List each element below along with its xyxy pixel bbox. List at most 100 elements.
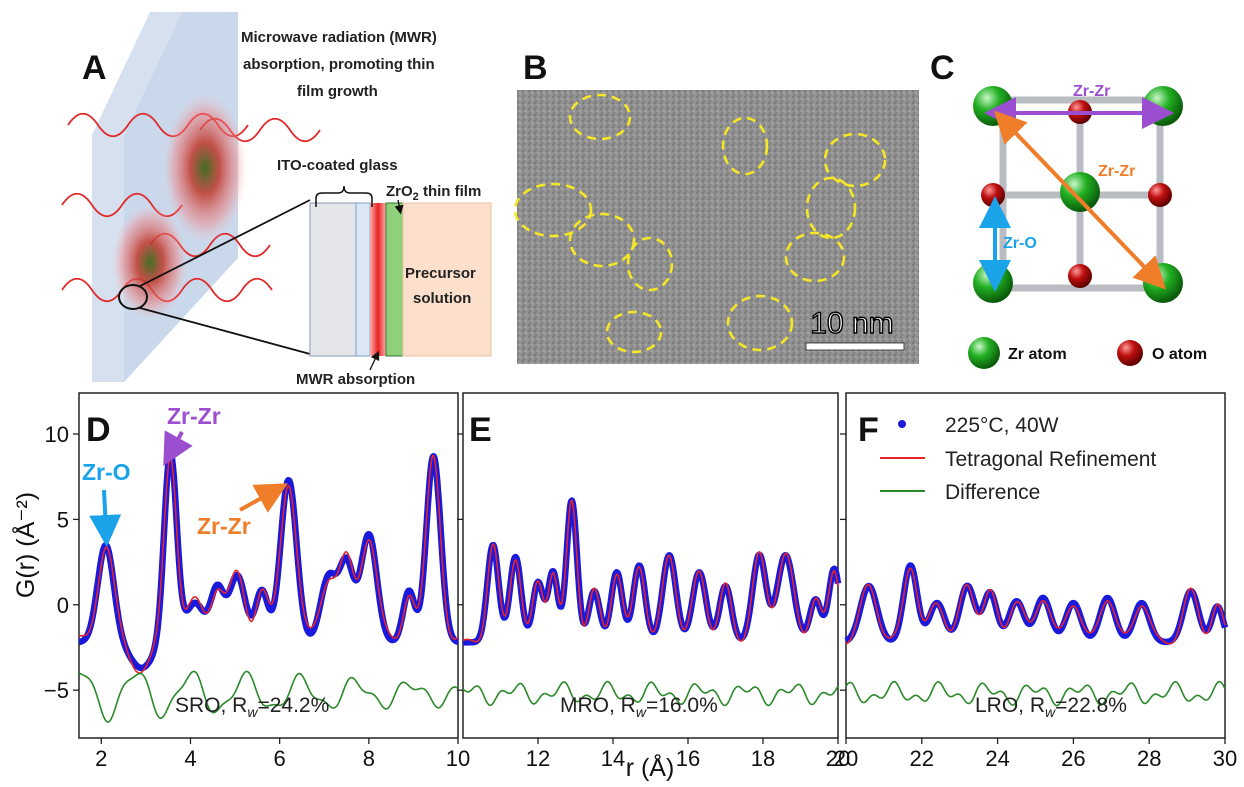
legend-data-marker [898,420,906,428]
legend-fit-label: Tetragonal Refinement [945,448,1156,471]
annotation-zro-arrow [89,489,122,547]
crystallite-outline [823,132,887,188]
fit-quality-label: MRO, Rw=16.0% [560,694,718,720]
o-atom [1068,264,1092,288]
precursor-label-line1: Precursor [405,265,476,282]
scale-bar-label: 10 nm [810,307,893,340]
x-tick-label: 24 [985,746,1009,771]
x-tick-label: 8 [363,746,375,771]
data-series-line [76,449,461,672]
panel-c-label: C [930,49,955,87]
zrzr-diag-label: Zr-Zr [1098,163,1135,180]
tem-image [517,90,919,364]
ito-label: ITO-coated glass [277,157,398,174]
x-axis-label: r (Å) [626,752,675,782]
panel-e: 12 14 16 18 20 E MRO, Rw=16.0% [457,392,850,771]
annotation-zrzr-2: Zr-Zr [197,513,251,539]
mwr-title-line1: Microwave radiation (MWR) [241,29,437,46]
difference-series-line [462,680,839,707]
x-tick-label: 6 [274,746,286,771]
absorption-layer [370,203,386,356]
y-tick-label: 5 [57,507,69,532]
absorption-pointer [369,350,380,371]
crystallite-outline [805,176,857,240]
fit-series-line [78,454,459,674]
difference-series-line [78,670,459,723]
x-tick-label: 20 [826,746,850,771]
crystallite-outline [626,236,674,292]
zro2-prefix: ZrO [386,183,413,200]
difference-series-line [845,680,1226,707]
x-tick-label: 20 [834,746,858,771]
fit-quality-label: LRO, Rw=22.8% [975,694,1127,720]
plot-frame [462,392,839,739]
panel-d: 2 4 6 8 10 −5 0 5 10 D SRO, Rw=24.2% [44,392,470,771]
panel-f: 20 22 24 26 28 30 F LRO, Rw=22.8% [834,392,1237,771]
growth-glow-lower [112,204,188,320]
x-tick-label: 30 [1213,746,1237,771]
y-tick-label: 10 [45,422,69,447]
panel-a: A Microwave radiation (MWR) absorption, … [61,12,492,388]
plot-frame [78,392,459,739]
x-tick-label: 26 [1061,746,1085,771]
plot-frame [845,392,1226,739]
zoom-line-bottom [139,307,311,355]
o-atom [981,183,1005,207]
annotation-zrzr-1-arrow [163,430,193,467]
scale-bar [805,342,905,351]
y-axis-label: G(r) (Å⁻²) [10,492,40,598]
panel-a-label: A [82,49,107,87]
ito-layer [355,202,371,357]
precursor-layer [402,202,492,357]
mwr-title-line2: absorption, promoting thin [243,56,435,73]
ito-brace [315,185,373,207]
panel-label: D [86,411,111,449]
legend-zr-icon [968,337,1000,369]
zr-atom [973,86,1013,126]
x-tick-label: 28 [1137,746,1161,771]
annotation-zro: Zr-O [82,459,131,485]
growth-glow-upper [163,93,247,243]
zrzr-diagonal-arrow [993,110,1167,290]
x-tick-label: 18 [751,746,775,771]
zoom-line-top [139,199,311,287]
zro2-suffix: thin film [419,183,482,200]
zoom-circle [118,284,148,310]
crystallite-outline [568,93,632,141]
glass-slab-side [92,12,182,382]
zr-atom [1060,172,1100,212]
fit-series-line [462,499,839,643]
zro2-film-label: ZrO2 thin film [386,183,481,203]
y-tick-label: 0 [57,593,69,618]
panel-label: E [469,411,492,449]
x-tick-label: 2 [95,746,107,771]
annotation-zrzr-1: Zr-Zr [167,403,221,429]
zro2-sub: 2 [413,191,419,203]
legend-o-label: O atom [1152,346,1207,363]
crystallite-outline [605,310,663,354]
crystallite-outline [513,182,593,238]
crystallite-outlines [513,93,887,354]
legend-zr-label: Zr atom [1008,346,1067,363]
o-atom [1148,183,1172,207]
annotation-zrzr-2-arrow [239,483,288,513]
panel-b: B 10 nm [513,49,919,364]
panel-b-label: B [523,49,548,87]
legend: 225°C, 40W Tetragonal Refinement Differe… [880,414,1156,504]
tem-image-tint [517,90,919,364]
legend-diff-label: Difference [945,481,1040,504]
legend-data-label: 225°C, 40W [945,414,1059,437]
zro2-film-layer [385,202,404,357]
crystallite-outline [726,294,794,352]
panel-label: F [858,411,879,449]
crystallite-outline [784,231,846,283]
fit-quality-label: SRO, Rw=24.2% [175,694,329,720]
zro-label: Zr-O [1003,235,1037,252]
zr-atom [1143,86,1183,126]
fit-series-line [845,567,1226,645]
crystallite-outline [721,116,769,176]
absorption-label: MWR absorption [296,371,415,388]
